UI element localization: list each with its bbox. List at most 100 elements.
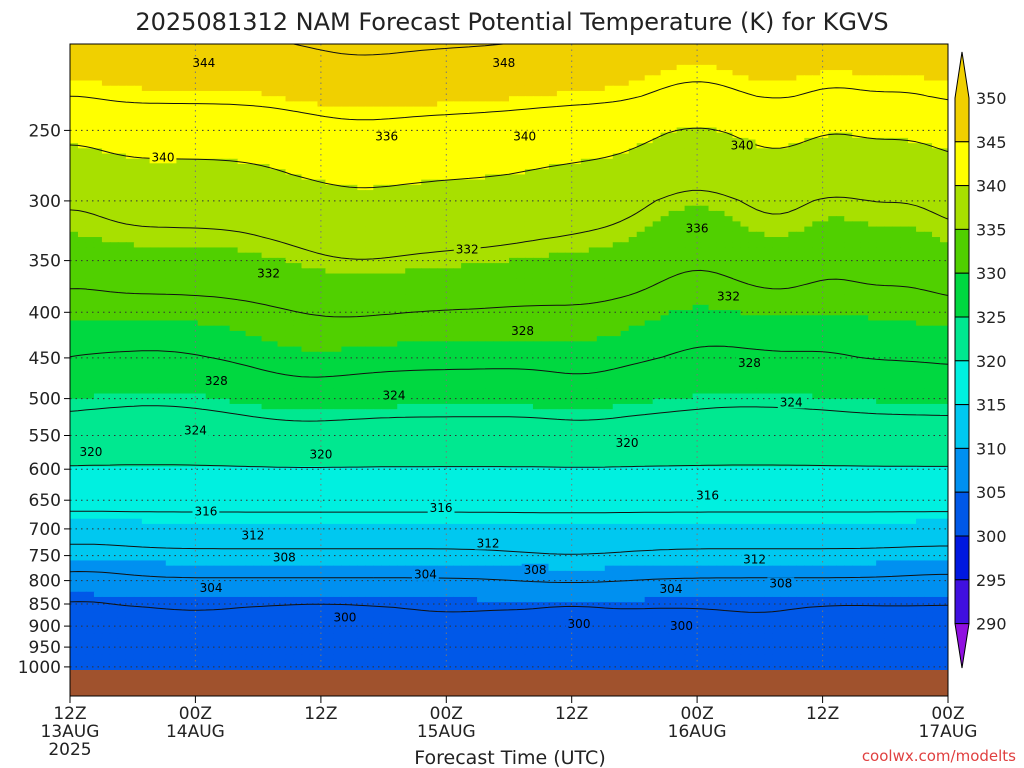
contour-label: 320 <box>616 436 639 450</box>
contour-332 <box>70 269 948 318</box>
contour-label-bg <box>412 568 439 581</box>
x-tick-label-line2: 14AUG <box>166 722 225 742</box>
contour-label: 316 <box>194 504 217 518</box>
ground-below-surface <box>70 670 948 696</box>
contour-label-bg <box>270 551 298 564</box>
contour-340 <box>70 127 948 189</box>
x-tick-label-line1: 00Z <box>430 704 463 724</box>
y-tick-label: 400 <box>29 303 61 323</box>
potential-temperature-field <box>70 44 948 670</box>
contour-label: 336 <box>686 221 709 235</box>
colorbar-tick-label: 350 <box>976 89 1007 108</box>
colorbar-swatch <box>954 51 970 143</box>
contour-label-bg <box>728 139 756 152</box>
contour-label: 308 <box>273 551 296 565</box>
y-tick-label: 900 <box>29 617 61 637</box>
colorbar-swatch <box>954 579 970 625</box>
colorbar-tick-label: 340 <box>976 177 1007 196</box>
contour-label: 348 <box>492 56 515 70</box>
plot-frame <box>69 43 949 697</box>
colorbar-tick-label: 315 <box>976 396 1007 415</box>
contour-328 <box>70 345 948 378</box>
colorbar: 350 345 340 335 330 325 320 315 310 305 300 295 290 <box>954 51 1007 669</box>
contour-336 <box>70 189 948 260</box>
contour-label: 324 <box>383 389 406 403</box>
x-tick-label-line3: 2025 <box>48 740 91 760</box>
contour-label: 312 <box>477 537 500 551</box>
x-tick-label-line1: 12Z <box>53 704 86 724</box>
contour-304 <box>70 601 948 613</box>
contour-label-bg <box>255 267 282 280</box>
contour-348 <box>293 44 504 56</box>
x-axis-title: Forecast Time (UTC) <box>414 747 605 768</box>
y-tick-label: 450 <box>29 349 61 369</box>
contour-labels: 344 348 340 336 340 340 336 332 332 332 328 328 328 3… <box>77 56 805 633</box>
contour-label: 340 <box>152 150 175 164</box>
x-tick-label-line1: 12Z <box>806 704 839 724</box>
contour-label-bg <box>741 553 768 566</box>
credit-text: coolwx.com/modelts <box>862 747 1016 765</box>
x-tick-label-line1: 00Z <box>680 704 713 724</box>
contour-label: 320 <box>309 448 332 462</box>
y-tick-label: 250 <box>29 121 61 141</box>
contour-label: 320 <box>79 445 102 459</box>
colorbar-tick-label: 320 <box>976 352 1007 371</box>
contour-label-bg <box>182 424 209 437</box>
contour-label: 312 <box>743 553 766 567</box>
contour-label-bg <box>511 130 539 143</box>
isentrope-contours <box>70 44 948 613</box>
contour-label: 304 <box>660 582 683 596</box>
contour-label: 300 <box>670 619 693 633</box>
colorbar-tick-label: 335 <box>976 220 1007 239</box>
contour-label: 340 <box>731 139 754 153</box>
contour-316 <box>70 510 948 514</box>
colorbar-swatch <box>954 360 970 406</box>
colorbar-tick-label: 330 <box>976 264 1007 283</box>
contour-label: 328 <box>738 356 761 370</box>
contour-320 <box>70 464 948 468</box>
contour-label-bg <box>521 563 549 576</box>
colorbar-tick-label: 300 <box>976 527 1007 546</box>
contour-312 <box>70 543 948 555</box>
contour-label: 340 <box>513 130 536 144</box>
colorbar-tick-label: 295 <box>976 571 1007 590</box>
colorbar-tick-label: 310 <box>976 439 1007 458</box>
contour-label-bg <box>736 357 763 369</box>
y-tick-label: 700 <box>29 520 61 540</box>
colorbar-tick-label: 325 <box>976 308 1007 327</box>
contour-label: 328 <box>511 324 534 338</box>
contour-label-bg <box>380 389 408 402</box>
y-tick-label: 600 <box>29 460 61 480</box>
x-tick-label-line1: 12Z <box>555 704 588 724</box>
colorbar-swatch <box>954 404 970 449</box>
contour-label-bg <box>565 618 593 630</box>
contour-label: 332 <box>456 242 479 256</box>
contour-label-bg <box>474 537 502 550</box>
contour-label: 336 <box>375 130 398 144</box>
contour-label: 304 <box>200 581 223 595</box>
x-tick-label-line1: 00Z <box>931 704 964 724</box>
y-tick-label: 300 <box>29 192 61 212</box>
colorbar-swatch <box>954 535 970 581</box>
contour-label: 332 <box>717 290 740 304</box>
contour-label: 316 <box>430 501 453 515</box>
contour-label-bg <box>331 611 359 624</box>
colorbar-swatch <box>954 272 970 318</box>
colorbar-swatch <box>954 491 970 537</box>
y-tick-label: 950 <box>29 638 61 658</box>
chart-title: 2025081312 NAM Forecast Potential Temper… <box>135 8 888 36</box>
contour-label: 328 <box>205 374 228 388</box>
contour-label-bg <box>453 243 481 256</box>
colorbar-swatch <box>954 228 970 274</box>
x-tick-label-line2: 17AUG <box>919 722 978 742</box>
colorbar-swatch <box>954 316 970 362</box>
y-tick-label: 550 <box>29 427 61 447</box>
contour-label-bg <box>683 222 711 235</box>
contour-label: 304 <box>414 568 437 582</box>
x-tick-label-line2: 16AUG <box>668 722 727 742</box>
colorbar-tick-label: 290 <box>976 615 1007 634</box>
contour-label-bg <box>190 56 218 69</box>
contour-label-bg <box>613 437 641 450</box>
colorbar-swatch <box>954 185 970 230</box>
